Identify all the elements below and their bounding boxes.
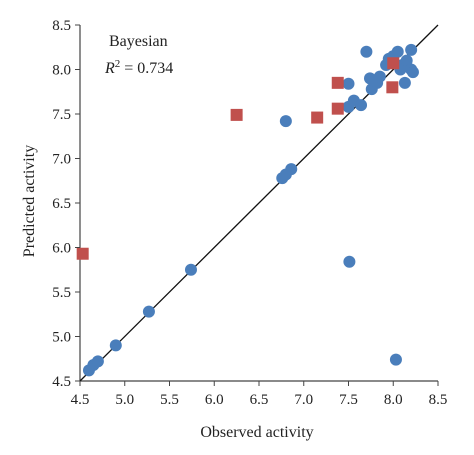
r-squared-label: R2 = 0.734 [104, 58, 173, 77]
data-points [76, 43, 419, 377]
data-point-square [311, 111, 324, 124]
data-point-circle [355, 99, 368, 112]
data-point-circle [360, 45, 373, 58]
x-tick-label: 7.5 [339, 392, 358, 408]
y-tick-label: 6.5 [52, 196, 71, 212]
y-tick-label: 4.5 [52, 374, 71, 390]
y-tick-label: 7.0 [52, 152, 71, 168]
y-tick-label: 5.0 [52, 330, 71, 346]
r-squared-value: = 0.734 [120, 60, 173, 77]
x-tick-label: 8.5 [429, 392, 448, 408]
data-point-circle [285, 163, 298, 176]
data-point-square [230, 108, 243, 121]
data-point-circle [373, 70, 386, 83]
data-point-circle [184, 263, 197, 276]
y-axis-title: Predicted activity [21, 145, 38, 257]
data-point-circle [91, 355, 104, 368]
data-point-square [331, 102, 344, 115]
x-axis-title: Observed activity [200, 424, 313, 441]
y-tick-label: 5.5 [52, 285, 71, 301]
x-tick-label: 5.5 [160, 392, 179, 408]
data-point-square [331, 76, 344, 89]
method-label: Bayesian [109, 33, 168, 50]
data-point-circle [343, 255, 356, 268]
data-point-circle [398, 76, 411, 89]
x-tick-label: 5.0 [115, 392, 134, 408]
x-tick-label: 8.0 [384, 392, 403, 408]
data-point-square [387, 57, 400, 70]
data-point-square [76, 247, 89, 260]
x-tick-label: 7.0 [294, 392, 313, 408]
x-tick-label: 6.0 [205, 392, 224, 408]
y-tick-label: 8.0 [52, 63, 71, 79]
data-point-circle [279, 115, 292, 128]
data-point-square [386, 81, 399, 94]
y-tick-label: 8.5 [52, 18, 71, 34]
data-point-circle [142, 305, 155, 318]
data-point-circle [400, 54, 413, 67]
data-point-circle [389, 353, 402, 366]
y-axis-ticks: 4.5 5.0 5.5 6.0 6.5 7.0 7.5 8.0 8.5 [52, 18, 80, 390]
x-axis-ticks: 4.5 5.0 5.5 6.0 6.5 7.0 7.5 8.0 8.5 [71, 381, 448, 408]
data-point-circle [109, 339, 122, 352]
data-point-circle [405, 43, 418, 56]
x-tick-label: 4.5 [71, 392, 90, 408]
x-tick-label: 6.5 [250, 392, 269, 408]
data-point-circle [342, 77, 355, 90]
r-squared-exponent: 2 [115, 58, 121, 70]
data-point-circle [391, 45, 404, 58]
y-tick-label: 7.5 [52, 107, 71, 123]
data-point-circle [406, 66, 419, 79]
y-tick-label: 6.0 [52, 241, 71, 257]
r-squared-symbol: R [104, 60, 115, 77]
